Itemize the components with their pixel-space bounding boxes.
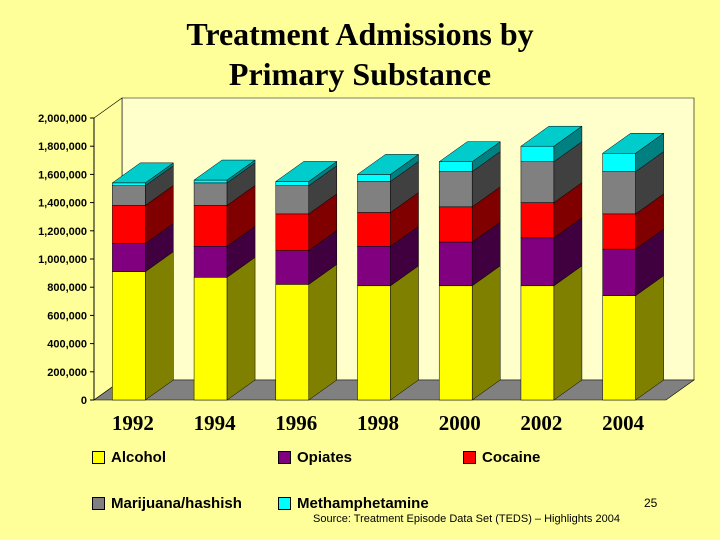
x-tick-label: 1998 — [357, 411, 399, 435]
bar-segment-opiates — [438, 241, 473, 287]
bar-top — [520, 125, 583, 147]
legend-item-alcohol: Alcohol — [92, 449, 166, 466]
y-tick-label: 0 — [81, 395, 87, 407]
legend-label: Opiates — [297, 449, 353, 466]
legend-swatch — [92, 451, 105, 464]
bar-segment-opiates — [193, 246, 228, 278]
legend-item-cocaine: Cocaine — [463, 449, 540, 466]
bar-segment-methamphetamine — [520, 145, 555, 162]
title-line-2: Primary Substance — [228, 56, 492, 92]
bar-segment-alcohol — [520, 285, 555, 401]
y-tick-label: 800,000 — [47, 282, 87, 294]
bar-side — [390, 265, 419, 401]
bar-segment-alcohol — [602, 295, 636, 401]
bar-segment-alcohol — [275, 284, 310, 401]
bar-segment-marijuana-hashish — [438, 171, 473, 208]
legend-label: Alcohol — [111, 449, 166, 466]
legend-item-opiates: Opiates — [278, 449, 352, 466]
bar-segment-opiates — [602, 248, 636, 296]
x-tick-label: 2000 — [439, 411, 481, 435]
bar-segment-marijuana-hashish — [193, 182, 228, 206]
legend-label: Methamphetamine — [297, 495, 429, 512]
bar-top — [438, 141, 501, 162]
y-tick-label: 2,000,000 — [38, 113, 87, 125]
bar-segment-alcohol — [193, 277, 228, 401]
bar-segment-alcohol — [112, 271, 146, 401]
bar-side — [471, 265, 501, 401]
bar-segment-marijuana-hashish — [275, 185, 310, 215]
bar-segment-marijuana-hashish — [112, 185, 146, 206]
legend-swatch — [92, 497, 105, 510]
bar-segment-cocaine — [438, 206, 473, 243]
bar-segment-alcohol — [438, 285, 473, 401]
legend-item-methamphetamine: Methamphetamine — [278, 495, 429, 512]
legend-label: Marijuana/hashish — [111, 495, 242, 512]
bar-segment-methamphetamine — [357, 174, 391, 182]
bar-side — [308, 263, 338, 401]
bar-segment-alcohol — [357, 285, 391, 401]
legend-label: Cocaine — [482, 449, 541, 466]
bar-segment-cocaine — [602, 213, 636, 250]
source-note: Source: Treatment Episode Data Set (TEDS… — [313, 513, 620, 525]
bar-side — [553, 265, 583, 401]
bar-segment-cocaine — [357, 212, 391, 247]
bar-segment-marijuana-hashish — [602, 171, 636, 215]
bar-top — [356, 154, 420, 175]
y-tick-label: 1,200,000 — [38, 226, 87, 238]
bar-segment-cocaine — [193, 205, 228, 247]
bar-top — [275, 161, 338, 182]
bar-side — [226, 256, 256, 401]
bar-top — [193, 159, 256, 181]
y-tick-label: 1,800,000 — [38, 141, 87, 153]
page-number: 25 — [644, 496, 658, 510]
bar-segment-opiates — [520, 237, 555, 287]
bar-top — [601, 133, 665, 154]
legend-swatch — [278, 451, 291, 464]
bar-segment-methamphetamine — [193, 179, 228, 184]
legend-swatch — [278, 497, 291, 510]
bar-segment-methamphetamine — [112, 182, 146, 186]
bar-segment-methamphetamine — [275, 181, 310, 186]
bar-segment-marijuana-hashish — [520, 161, 555, 203]
x-tick-label: 2002 — [520, 411, 562, 435]
y-tick-label: 200,000 — [47, 367, 87, 379]
x-tick-label: 1994 — [194, 411, 237, 435]
x-tick-label: 1992 — [112, 411, 154, 435]
bar-segment-opiates — [357, 246, 391, 287]
bar-segment-methamphetamine — [602, 153, 636, 172]
legend-swatch — [463, 451, 476, 464]
y-tick-label: 1,600,000 — [38, 169, 87, 181]
slide-title: Treatment Admissions by Primary Substanc… — [0, 14, 720, 94]
bar-segment-opiates — [112, 243, 146, 272]
bar-segment-cocaine — [112, 205, 146, 244]
bar-segment-cocaine — [275, 213, 310, 251]
y-tick-label: 1,400,000 — [38, 198, 87, 210]
y-tick-label: 400,000 — [47, 339, 87, 351]
bar-segment-opiates — [275, 250, 310, 285]
bar-segment-marijuana-hashish — [357, 181, 391, 213]
x-tick-label: 2004 — [602, 411, 645, 435]
bar-top — [111, 162, 175, 184]
bar-segment-methamphetamine — [438, 161, 473, 172]
bar-segment-cocaine — [520, 202, 555, 239]
x-tick-label: 1996 — [275, 411, 317, 435]
title-line-1: Treatment Admissions by — [186, 16, 534, 52]
bar-side — [635, 275, 664, 401]
y-tick-label: 1,000,000 — [38, 254, 87, 266]
y-tick-label: 600,000 — [47, 310, 87, 322]
bar-side — [145, 251, 174, 401]
legend-item-marijuana: Marijuana/hashish — [92, 495, 242, 512]
